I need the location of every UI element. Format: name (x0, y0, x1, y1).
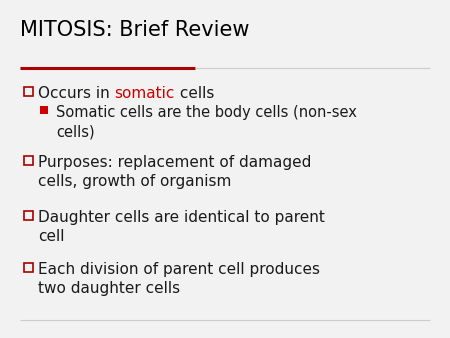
Bar (23, 263, 32, 271)
Text: Occurs in: Occurs in (38, 86, 115, 101)
Bar (23, 211, 32, 219)
Text: Somatic cells are the body cells (non-sex
cells): Somatic cells are the body cells (non-se… (56, 105, 357, 139)
Text: somatic: somatic (115, 86, 175, 101)
Bar (23, 155, 32, 165)
Text: Each division of parent cell produces
two daughter cells: Each division of parent cell produces tw… (38, 262, 320, 296)
Bar (23, 87, 32, 96)
Text: cells: cells (175, 86, 214, 101)
Text: Daughter cells are identical to parent
cell: Daughter cells are identical to parent c… (38, 210, 325, 244)
Bar (40, 106, 48, 114)
Text: Purposes: replacement of damaged
cells, growth of organism: Purposes: replacement of damaged cells, … (38, 155, 311, 189)
Text: MITOSIS: Brief Review: MITOSIS: Brief Review (20, 20, 249, 40)
